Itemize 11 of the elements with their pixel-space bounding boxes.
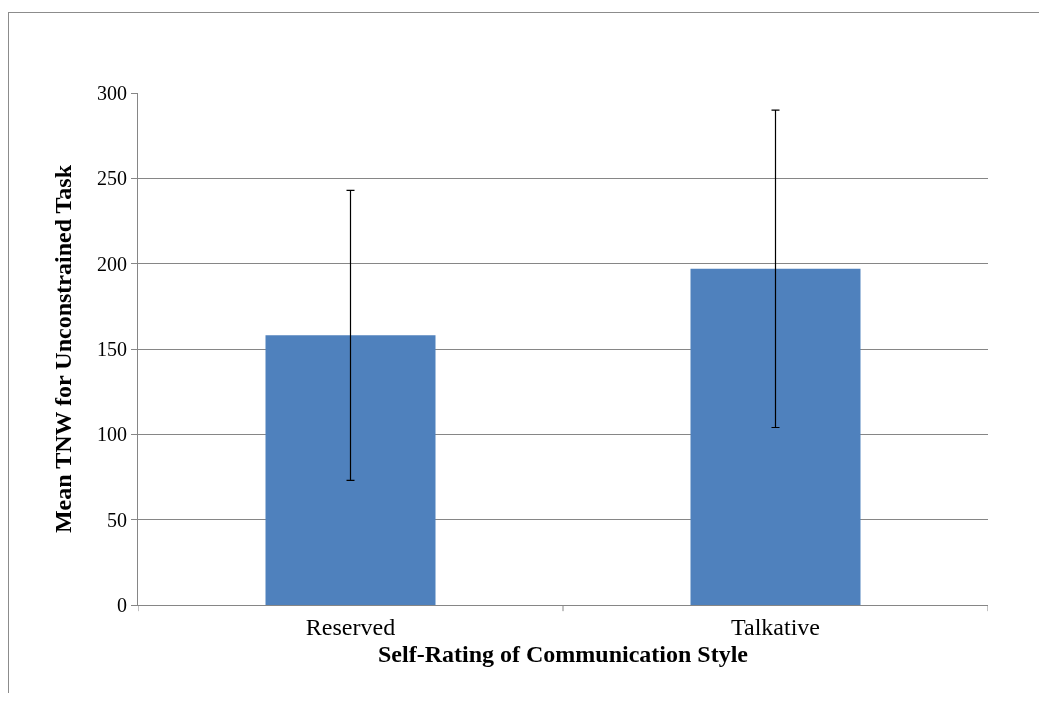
y-tick-label: 0 [117, 594, 127, 616]
y-tick-label: 200 [97, 252, 127, 275]
x-axis-title: Self-Rating of Communication Style [378, 641, 749, 668]
y-tick-label: 300 [97, 82, 127, 104]
x-tick-label: Talkative [731, 613, 820, 640]
y-tick-label: 250 [97, 167, 127, 190]
x-tick-label: Reserved [305, 613, 396, 640]
y-axis-title: Mean TNW for Unconstrained Task [50, 164, 77, 534]
y-tick-label: 150 [97, 338, 127, 360]
y-tick-label: 100 [97, 423, 127, 446]
y-tick-label: 50 [107, 508, 127, 531]
